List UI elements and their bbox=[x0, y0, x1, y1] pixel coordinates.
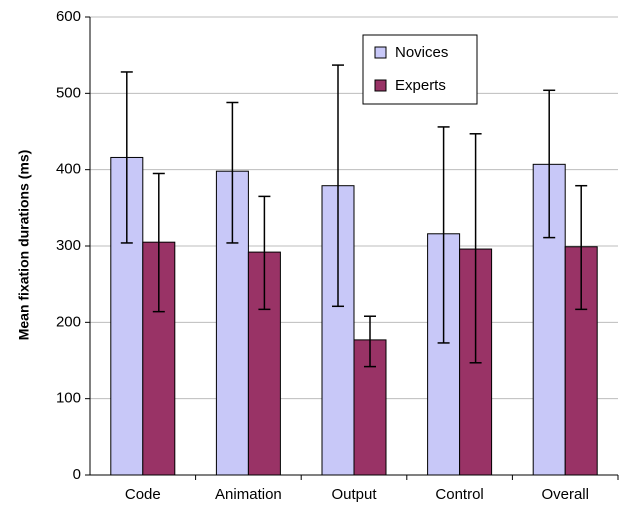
y-tick-label: 200 bbox=[56, 313, 81, 330]
y-tick-labels: 0 100 200 300 400 500 600 bbox=[56, 8, 81, 483]
error-bar-novices-control bbox=[437, 126, 450, 344]
error-bars bbox=[120, 64, 588, 368]
x-tick-labels: Code Animation Output Control Overall bbox=[125, 486, 589, 503]
error-bar-novices-code bbox=[120, 71, 133, 244]
y-tick-label: 600 bbox=[56, 8, 81, 25]
error-bar-experts-control bbox=[469, 133, 482, 364]
y-tick-label: 400 bbox=[56, 161, 81, 178]
error-bar-experts-overall bbox=[575, 184, 588, 311]
error-bar-novices-animation bbox=[226, 101, 239, 244]
y-tick-label: 300 bbox=[56, 237, 81, 254]
axes bbox=[85, 16, 619, 480]
legend: Novices Experts bbox=[362, 34, 478, 105]
y-tick-label: 0 bbox=[73, 466, 81, 483]
error-bar-experts-code bbox=[152, 172, 165, 313]
y-axis-title: Mean fixation durations (ms) bbox=[16, 150, 32, 341]
error-bar-novices-output bbox=[332, 64, 344, 308]
y-tick-label: 500 bbox=[56, 84, 81, 101]
y-tick-label: 100 bbox=[56, 390, 81, 407]
legend-label-novices: Novices bbox=[395, 44, 448, 61]
x-tick-label: Code bbox=[125, 486, 161, 503]
x-tick-label: Animation bbox=[215, 486, 282, 503]
legend-swatch-experts bbox=[374, 79, 387, 92]
legend-label-experts: Experts bbox=[395, 77, 446, 94]
error-bar-novices-overall bbox=[543, 89, 556, 239]
error-bar-experts-output bbox=[364, 315, 376, 368]
bars bbox=[110, 156, 598, 476]
x-tick-label: Control bbox=[435, 486, 483, 503]
x-tick-label: Overall bbox=[541, 486, 589, 503]
x-tick-label: Output bbox=[331, 486, 377, 503]
error-bar-experts-animation bbox=[258, 195, 271, 311]
legend-swatch-novices bbox=[374, 46, 387, 59]
